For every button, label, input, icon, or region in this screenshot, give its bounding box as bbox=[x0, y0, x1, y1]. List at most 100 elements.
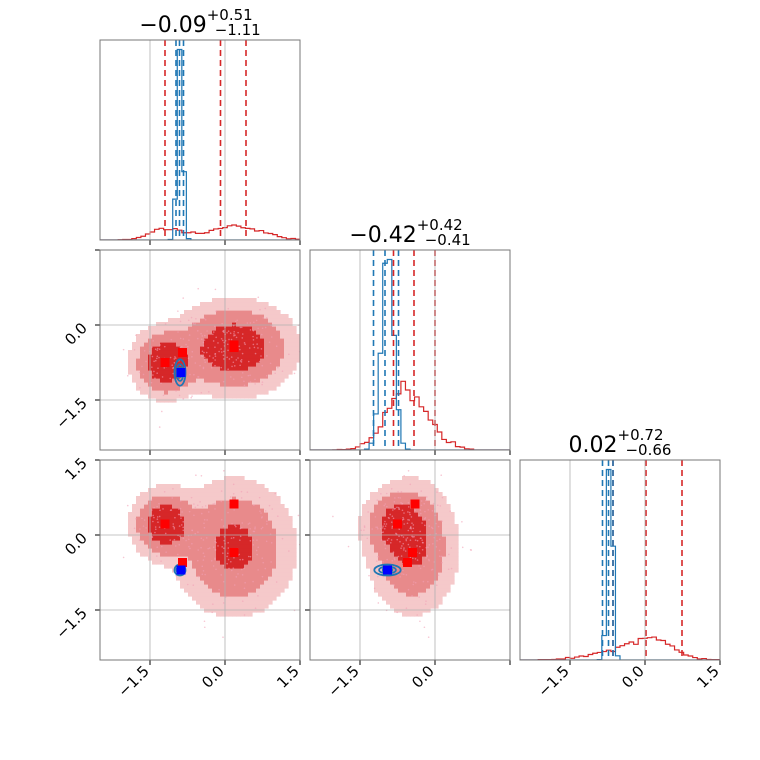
sample-point bbox=[153, 360, 155, 363]
density-cell bbox=[284, 322, 289, 327]
density-cell bbox=[390, 548, 395, 553]
sample-point bbox=[424, 603, 427, 605]
sample-point bbox=[436, 491, 438, 493]
density-cell bbox=[168, 496, 173, 501]
sample-point bbox=[390, 539, 393, 541]
sample-point bbox=[200, 391, 203, 394]
density-cell bbox=[220, 394, 225, 399]
density-cell bbox=[252, 592, 257, 597]
density-cell bbox=[192, 496, 197, 501]
density-cell bbox=[268, 500, 273, 505]
density-cell bbox=[156, 342, 161, 347]
density-cell bbox=[450, 564, 455, 569]
sample-point bbox=[177, 513, 180, 516]
density-cell bbox=[132, 342, 137, 347]
density-cell bbox=[268, 524, 273, 529]
density-cell bbox=[204, 382, 209, 387]
density-cell bbox=[370, 520, 375, 525]
density-cell bbox=[252, 378, 257, 383]
density-cell bbox=[292, 532, 297, 537]
density-cell bbox=[188, 564, 193, 569]
density-cell bbox=[232, 512, 237, 517]
sample-point bbox=[151, 536, 154, 538]
density-cell bbox=[398, 532, 403, 537]
density-cell bbox=[180, 362, 185, 367]
density-cell bbox=[276, 568, 281, 573]
density-cell bbox=[200, 322, 205, 327]
density-cell bbox=[200, 520, 205, 525]
density-cell bbox=[156, 330, 161, 335]
red-marker bbox=[393, 519, 402, 529]
density-cell bbox=[374, 504, 379, 509]
sample-point bbox=[154, 348, 157, 350]
density-cell bbox=[156, 338, 161, 343]
density-cell bbox=[224, 326, 229, 331]
sample-point bbox=[425, 546, 428, 549]
density-cell bbox=[144, 504, 149, 509]
density-cell bbox=[140, 382, 145, 387]
density-cell bbox=[168, 488, 173, 493]
density-cell bbox=[220, 480, 225, 485]
density-cell bbox=[208, 552, 213, 557]
x-tick-label: 0.0 bbox=[408, 662, 438, 692]
sample-point bbox=[192, 584, 195, 587]
sample-point bbox=[425, 556, 427, 559]
density-cell bbox=[228, 382, 233, 387]
density-cell bbox=[200, 584, 205, 589]
density-cell bbox=[264, 584, 269, 589]
density-cell bbox=[168, 338, 173, 343]
density-cell bbox=[292, 528, 297, 533]
density-cell bbox=[446, 572, 451, 577]
density-cell bbox=[454, 556, 459, 561]
density-cell bbox=[212, 354, 217, 359]
density-cell bbox=[168, 386, 173, 391]
density-cell bbox=[192, 592, 197, 597]
density-cell bbox=[188, 314, 193, 319]
density-cell bbox=[402, 544, 407, 549]
sample-point bbox=[240, 568, 243, 571]
density-cell bbox=[394, 576, 399, 581]
density-cell bbox=[382, 544, 387, 549]
sample-point bbox=[215, 336, 217, 339]
sample-point bbox=[215, 310, 217, 313]
density-cell bbox=[276, 342, 281, 347]
density-cell bbox=[422, 488, 427, 493]
density-cell bbox=[164, 366, 169, 371]
sample-point bbox=[201, 335, 204, 337]
density-cell bbox=[156, 370, 161, 375]
red-marker bbox=[229, 340, 239, 350]
density-cell bbox=[272, 306, 277, 311]
density-cell bbox=[216, 512, 221, 517]
density-cell bbox=[168, 528, 173, 533]
sample-point bbox=[435, 522, 437, 525]
density-cell bbox=[374, 568, 379, 573]
density-cell bbox=[264, 358, 269, 363]
density-cell bbox=[204, 314, 209, 319]
density-cell bbox=[272, 596, 277, 601]
density-cell bbox=[442, 540, 447, 545]
density-cell bbox=[276, 592, 281, 597]
density-cell bbox=[132, 354, 137, 359]
sample-point bbox=[222, 580, 225, 583]
density-cell bbox=[280, 524, 285, 529]
density-cell bbox=[438, 508, 443, 513]
density-cell bbox=[382, 528, 387, 533]
density-cell bbox=[180, 576, 185, 581]
density-cell bbox=[236, 516, 241, 521]
title-upper: +0.51 bbox=[207, 6, 253, 24]
density-cell bbox=[454, 524, 459, 529]
density-cell bbox=[442, 560, 447, 565]
density-cell bbox=[244, 480, 249, 485]
density-cell bbox=[240, 580, 245, 585]
density-cell bbox=[248, 326, 253, 331]
density-cell bbox=[280, 370, 285, 375]
density-cell bbox=[212, 370, 217, 375]
sample-point bbox=[222, 602, 225, 604]
sample-point bbox=[254, 378, 256, 381]
density-cell bbox=[374, 584, 379, 589]
sample-point bbox=[220, 348, 223, 350]
density-cell bbox=[216, 552, 221, 557]
density-cell bbox=[228, 306, 233, 311]
density-cell bbox=[280, 544, 285, 549]
sample-point bbox=[281, 537, 284, 540]
